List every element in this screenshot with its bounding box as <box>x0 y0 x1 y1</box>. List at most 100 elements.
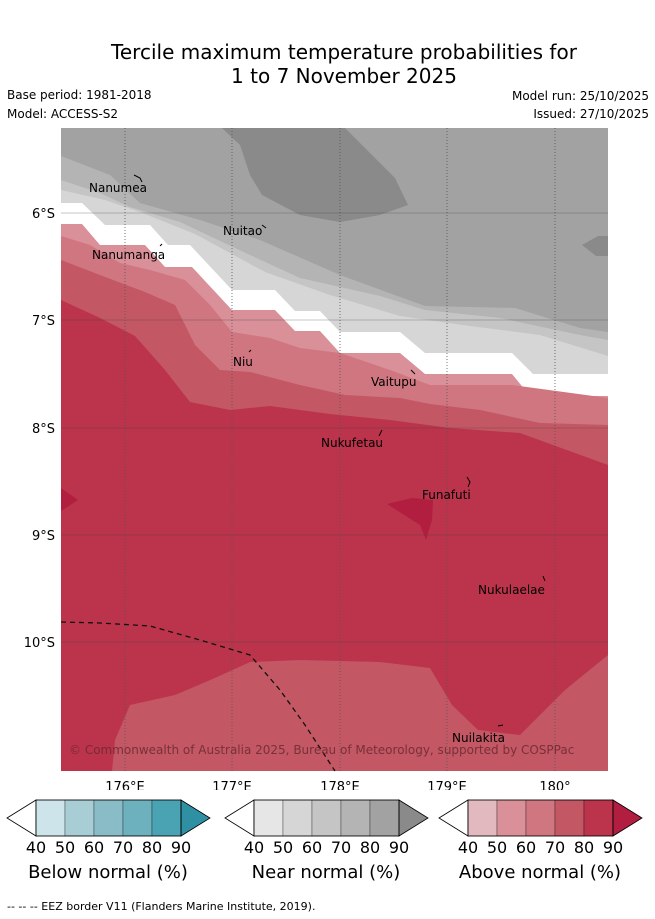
probability-map: Nanumea Nuitao Nanumanga Niu Vaitupu Nuk… <box>24 128 608 790</box>
island-outlines <box>133 174 546 727</box>
colorbar-segment <box>340 799 371 837</box>
base-period-text: Base period: 1981-2018 <box>7 88 152 102</box>
above-normal-90-edge-patch <box>61 488 78 511</box>
lat-label-9s: 9°S <box>32 529 55 544</box>
model-text: Model: ACCESS-S2 <box>7 107 119 121</box>
colorbar-tick-label: 70 <box>113 838 133 857</box>
colorbar-segment <box>554 799 585 837</box>
colorbar-segment <box>122 799 153 837</box>
place-label-vaitupu: Vaitupu <box>371 375 417 389</box>
place-label-nuitao: Nuitao <box>223 224 262 238</box>
nuilakita-island <box>497 724 504 727</box>
place-label-funafuti: Funafuti <box>422 488 471 502</box>
colorbar-segment <box>151 799 182 837</box>
place-label-nanumea: Nanumea <box>89 181 147 195</box>
copyright-text: © Commonwealth of Australia 2025, Bureau… <box>69 743 574 757</box>
colorbar-tick-label: 40 <box>458 838 478 857</box>
graticule <box>124 128 556 771</box>
above-normal-90-patch <box>387 498 433 540</box>
colorbar-segment <box>467 799 498 837</box>
colorbar-tick-label: 60 <box>84 838 104 857</box>
lon-label-180: 180° <box>539 780 570 790</box>
colorbar-tick-label: 60 <box>302 838 322 857</box>
above-normal-colorbar: 40 50 60 70 80 90 <box>438 799 643 857</box>
near-normal-80-region <box>222 128 408 222</box>
colorbar-tick-label: 50 <box>273 838 293 857</box>
colorbar-segment <box>93 799 124 837</box>
eez-footnote: -- -- -- EEZ border V11 (Flanders Marine… <box>7 900 316 913</box>
colorbar-outline <box>35 799 182 837</box>
lat-label-7s: 7°S <box>32 314 55 329</box>
colorbar-tick-label: 40 <box>244 838 264 857</box>
colorbars: 40 50 60 70 80 90 40 50 60 70 80 90 40 50 60 70 80 90 <box>6 799 643 857</box>
above-normal-80-region <box>61 300 608 771</box>
colorbar-segment <box>583 799 614 837</box>
lat-label-6s: 6°S <box>32 207 55 222</box>
lon-label-176e: 176°E <box>105 780 145 790</box>
colorbar-low-extend <box>438 799 469 837</box>
place-label-niu: Niu <box>233 355 253 369</box>
colorbar-tick-label: 50 <box>487 838 507 857</box>
nanumanga-island <box>159 243 163 247</box>
vaitupu-island <box>410 369 416 375</box>
colorbar-low-extend <box>224 799 255 837</box>
niu-island <box>248 349 252 353</box>
colorbar-high-extend <box>180 799 211 837</box>
longitude-labels: 176°E 177°E 178°E 179°E 180° <box>105 780 570 790</box>
eez-border-line <box>60 621 336 772</box>
parallels <box>61 212 608 643</box>
colorbar-outline <box>253 799 400 837</box>
funafuti-island <box>466 476 471 488</box>
nuitao-island <box>261 224 267 229</box>
nukufetau-island <box>378 429 383 437</box>
place-label-nukulaelae: Nukulaelae <box>478 583 545 597</box>
colorbar-segment <box>64 799 95 837</box>
map-fill-layers <box>61 128 608 771</box>
model-run-text: Model run: 25/10/2025 <box>511 89 649 103</box>
below-normal-colorbar: 40 50 60 70 80 90 <box>6 799 211 857</box>
title-line-1: Tercile maximum temperature probabilitie… <box>111 40 577 64</box>
near-normal-colorbar: 40 50 60 70 80 90 <box>224 799 429 857</box>
lon-label-179e: 179°E <box>427 780 467 790</box>
place-label-nuilakita: Nuilakita <box>452 731 505 745</box>
colorbar-tick-label: 80 <box>360 838 380 857</box>
place-labels: Nanumea Nuitao Nanumanga Niu Vaitupu Nuk… <box>89 181 545 745</box>
colorbar-high-extend <box>398 799 429 837</box>
above-normal-caption: Above normal (%) <box>458 862 622 883</box>
near-normal-caption: Near normal (%) <box>251 862 401 883</box>
colorbar-high-extend <box>612 799 643 837</box>
colorbar-tick-label: 50 <box>55 838 75 857</box>
colorbar-segment <box>253 799 284 837</box>
colorbar-tick-label: 40 <box>26 838 46 857</box>
colorbar-segment <box>282 799 313 837</box>
colorbar-tick-label: 80 <box>142 838 162 857</box>
lat-label-8s: 8°S <box>32 422 55 437</box>
colorbar-low-extend <box>6 799 37 837</box>
issued-text: Issued: 27/10/2025 <box>533 107 649 121</box>
colorbar-segment <box>35 799 66 837</box>
map-title: Tercile maximum temperature probabilitie… <box>0 40 655 88</box>
colorbar-tick-label: 80 <box>574 838 594 857</box>
colorbar-tick-label: 60 <box>516 838 536 857</box>
colorbar-tick-label: 70 <box>545 838 565 857</box>
colorbar-tick-label: 90 <box>603 838 623 857</box>
colorbar-segment <box>311 799 342 837</box>
nanumea-island <box>133 174 143 183</box>
nukulaelae-island <box>542 575 546 582</box>
lat-label-10s: 10°S <box>24 636 55 651</box>
lon-label-177e: 177°E <box>212 780 252 790</box>
colorbar-outline <box>467 799 614 837</box>
colorbar-tick-label: 90 <box>171 838 191 857</box>
place-label-nukufetau: Nukufetau <box>321 436 383 450</box>
above-normal-70-lower-region <box>112 655 608 771</box>
colorbar-tick-label: 90 <box>389 838 409 857</box>
title-line-2: 1 to 7 November 2025 <box>231 64 457 88</box>
colorbar-segment <box>496 799 527 837</box>
near-normal-80-patch <box>582 236 608 256</box>
latitude-labels: 6°S 7°S 8°S 9°S 10°S <box>24 207 55 651</box>
colorbar-segment <box>369 799 400 837</box>
place-label-nanumanga: Nanumanga <box>92 248 165 262</box>
colorbar-tick-label: 70 <box>331 838 351 857</box>
lon-label-178e: 178°E <box>320 780 360 790</box>
colorbar-segment <box>525 799 556 837</box>
